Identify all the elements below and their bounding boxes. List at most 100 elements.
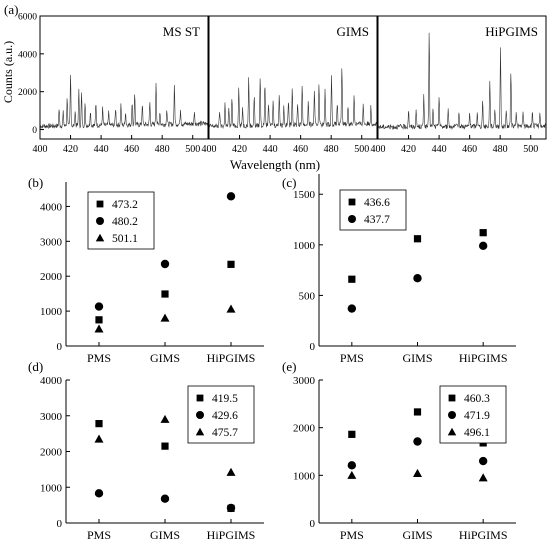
data-point-square <box>348 275 356 283</box>
scatter-panel-d: (d) 0 1000 2000 3000 4000 PMS GIMS HiPGIMS 419.5 4… <box>28 359 264 542</box>
panel-label-c: (c) <box>282 175 296 190</box>
spectra-y-tick-label: 4000 <box>18 50 37 60</box>
spectra-x-tick-label: 500 <box>523 144 538 155</box>
spectra-y-axis-label: Counts (a.u.) <box>1 41 15 103</box>
y-tick-label: 1000 <box>40 482 63 494</box>
panel-label-a: (a) <box>4 2 18 17</box>
legend-label: 471.9 <box>464 410 490 422</box>
spectra-y-tick-label: 2000 <box>18 88 37 98</box>
legend-label: 501.1 <box>112 233 138 245</box>
x-tick-label: PMS <box>340 351 364 365</box>
spectra-x-tick-label: 460 <box>462 144 477 155</box>
data-point-square <box>161 442 169 450</box>
x-tick-label: PMS <box>87 351 111 365</box>
legend-marker-circle <box>96 217 104 225</box>
data-point-triangle <box>94 324 104 333</box>
legend-label: 480.2 <box>112 216 138 228</box>
spectra-subpanel-title: MS ST <box>163 24 200 39</box>
y-tick-label: 2000 <box>40 447 63 459</box>
data-point-square <box>95 316 103 324</box>
y-tick-label: 2000 <box>40 271 63 283</box>
legend-marker-square <box>96 200 104 208</box>
y-tick-label: 1000 <box>40 306 63 318</box>
x-tick-label: HiPGIMS <box>459 351 508 365</box>
data-point-square <box>95 420 103 428</box>
x-tick-label: GIMS <box>402 528 432 542</box>
spectrum-line <box>378 32 546 130</box>
y-tick-label: 500 <box>299 290 316 302</box>
spectra-subpanel-title: HiPGIMS <box>485 24 538 39</box>
data-point-circle <box>160 494 170 503</box>
legend-label: 419.5 <box>212 393 238 405</box>
legend-marker-square <box>348 198 356 206</box>
data-point-circle <box>94 302 104 311</box>
spectra-x-tick-label: 440 <box>94 144 109 155</box>
y-tick-label: 2000 <box>293 423 316 435</box>
legend-label: 475.7 <box>212 427 238 439</box>
y-tick-label: 4000 <box>40 201 63 213</box>
data-point-circle <box>160 259 170 269</box>
spectra-x-tick-label: 500 <box>185 144 200 155</box>
legend-label: 436.6 <box>364 197 390 209</box>
spectra-x-tick-label: 480 <box>155 144 170 155</box>
scatter-panel-e: (e) 0 1000 2000 3000 PMS GIMS HiPGIMS 460.3 471.9… <box>282 359 516 542</box>
spectra-x-tick-label: 400 <box>33 144 48 155</box>
spectra-x-tick-label: 400 <box>202 144 217 155</box>
data-point-square <box>227 260 235 268</box>
spectra-frame <box>208 15 378 140</box>
spectra-x-axis-label: Wavelength (nm) <box>230 157 320 172</box>
spectrum-line <box>209 68 377 129</box>
data-point-triangle <box>160 313 170 322</box>
legend-label: 460.3 <box>464 393 490 405</box>
y-tick-label: 3000 <box>293 375 316 387</box>
y-tick-label: 0 <box>57 341 63 353</box>
legend-label: 473.2 <box>112 199 138 211</box>
y-tick-label: 0 <box>57 518 63 530</box>
spectra-y-tick-label: 6000 <box>18 13 37 23</box>
data-point-square <box>413 408 422 416</box>
data-point-square <box>413 235 422 243</box>
spectra-subpanel-gims: 400 420 440 460 480 500 GIMS <box>202 15 378 155</box>
legend-marker-triangle <box>95 233 105 242</box>
data-point-triangle <box>160 414 170 423</box>
y-tick-label: 3000 <box>40 236 63 248</box>
data-point-square <box>479 229 487 237</box>
spectra-subpanel-title: GIMS <box>336 24 369 39</box>
x-tick-label: GIMS <box>150 351 180 365</box>
scatter-panel-b: (b) 0 1000 2000 3000 4000 PMS GIMS HiPGIMS 473.2 4… <box>28 175 264 365</box>
y-tick-label: 1500 <box>293 189 316 201</box>
data-point-triangle <box>413 468 422 478</box>
x-tick-label: HiPGIMS <box>207 351 256 365</box>
data-point-circle <box>478 456 488 466</box>
spectra-frame <box>39 15 209 140</box>
data-point-circle <box>226 192 236 201</box>
data-point-triangle <box>347 470 357 479</box>
spectra-panel: (a) Counts (a.u.) Wavelength (nm) 020004… <box>1 2 547 172</box>
data-point-circle <box>347 304 357 313</box>
spectra-x-tick-label: 480 <box>324 144 339 155</box>
data-point-square <box>348 430 356 438</box>
y-tick-label: 3000 <box>40 411 63 423</box>
data-point-circle <box>347 461 357 470</box>
y-tick-label: 1000 <box>293 470 316 482</box>
data-point-circle <box>413 437 422 446</box>
data-point-circle <box>478 241 488 251</box>
x-tick-label: HiPGIMS <box>207 528 256 542</box>
legend-marker-square <box>196 394 204 402</box>
x-tick-label: PMS <box>87 528 111 542</box>
x-tick-label: PMS <box>340 528 364 542</box>
spectra-x-tick-label: 480 <box>493 144 508 155</box>
panel-label-d: (d) <box>28 359 43 374</box>
spectra-frame <box>377 15 547 140</box>
scatter-panel-c: (c) 0 500 1000 1500 PMS GIMS HiPGIMS 436.6 437.7 <box>282 174 516 365</box>
legend-label: 437.7 <box>364 214 390 226</box>
y-tick-label: 0 <box>310 341 316 353</box>
spectra-x-tick-label: 440 <box>263 144 278 155</box>
y-tick-label: 4000 <box>40 375 63 387</box>
spectrum-line <box>40 74 208 130</box>
data-point-square <box>161 290 169 298</box>
scatter-panels: (b) 0 1000 2000 3000 4000 PMS GIMS HiPGIMS 473.2 4… <box>28 174 516 542</box>
spectra-subpanel-hipgims: 400 420 440 460 480 500 HiPGIMS <box>371 15 547 155</box>
data-point-triangle <box>478 473 488 482</box>
